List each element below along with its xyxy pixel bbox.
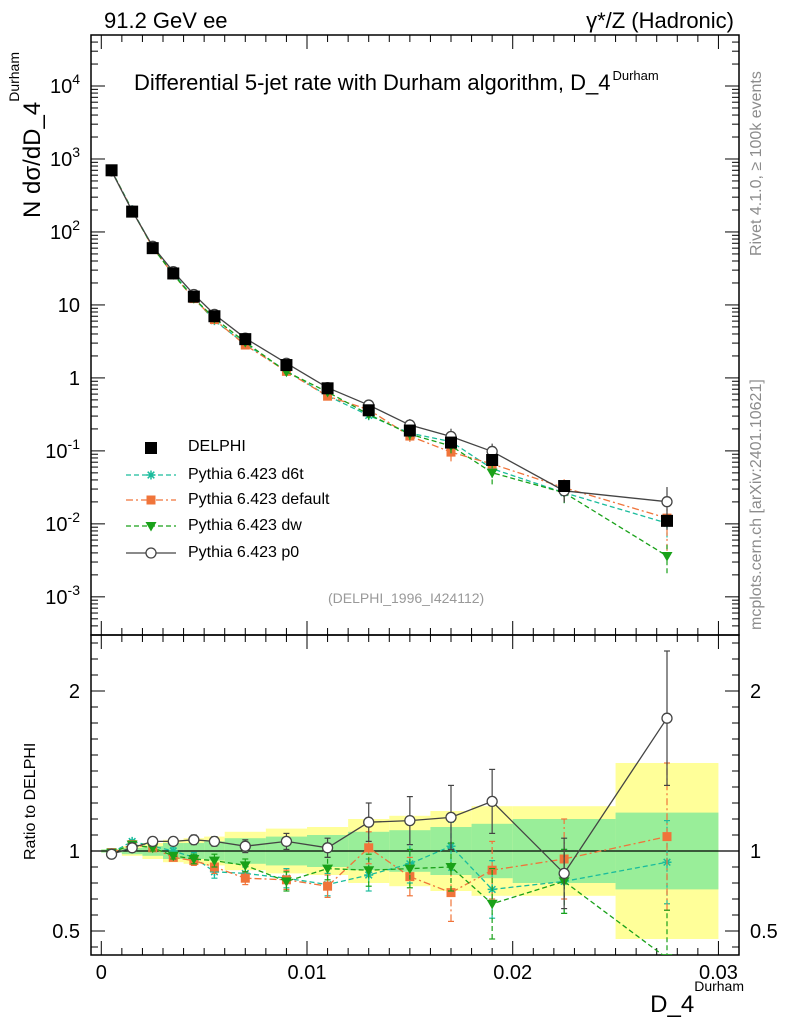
- data-point: [105, 164, 118, 177]
- y-tick-label: 102: [50, 217, 80, 244]
- ratio-point: [486, 899, 498, 910]
- x-tick-label: 0.03: [699, 962, 738, 984]
- data-point: [187, 290, 200, 303]
- y-tick-label: 10-3: [45, 582, 80, 609]
- y-tick-label: 104: [50, 71, 80, 98]
- ratio-y-axis-label: Ratio to DELPHI: [22, 742, 39, 860]
- y-tick-label: 10-1: [45, 436, 80, 463]
- series-point: [661, 551, 673, 562]
- ratio-point: [239, 861, 251, 871]
- data-point: [208, 310, 221, 323]
- ratio-line: [111, 843, 664, 955]
- ratio-point: [280, 835, 293, 848]
- ratio-point: [661, 712, 673, 724]
- legend-label-dw: Pythia 6.423 dw: [188, 517, 302, 534]
- data-point: [146, 242, 159, 255]
- x-axis-label: D_4Durham: [650, 978, 744, 1018]
- main-series-group: [105, 164, 673, 574]
- data-point: [239, 333, 252, 346]
- x-tick-label: 0.01: [288, 962, 327, 984]
- ratio-point: [188, 834, 200, 846]
- ratio-series-group: [105, 650, 673, 955]
- data-point: [661, 514, 673, 527]
- ratio-point: [322, 864, 334, 875]
- series-line: [110, 170, 668, 557]
- ratio-tick-label: 1: [69, 841, 80, 863]
- ratio-point: [661, 954, 673, 955]
- y-tick-label: 10: [58, 295, 80, 317]
- legend-marker: [145, 522, 157, 532]
- ratio-point: [280, 877, 292, 887]
- ratio-point: [404, 864, 416, 875]
- data-point: [167, 267, 180, 280]
- ratio-point: [445, 811, 457, 824]
- ratio-point: [321, 842, 334, 854]
- ratio-point: [486, 795, 498, 808]
- x-tick-label: 0: [96, 962, 107, 984]
- legend-label-p0: Pythia 6.423 p0: [188, 544, 300, 561]
- y-tick-label: 1: [69, 368, 80, 390]
- ratio-point: [126, 842, 138, 854]
- legend-marker: [146, 470, 156, 480]
- legend-marker-data: [145, 442, 157, 454]
- ratio-point: [208, 835, 221, 848]
- chart-title: Differential 5-jet rate with Durham algo…: [134, 68, 659, 95]
- data-point: [403, 424, 416, 437]
- ratio-tick-label-right: 0.5: [750, 921, 778, 943]
- energy-label: 91.2 GeV ee: [104, 8, 228, 33]
- legend-marker: [146, 495, 156, 505]
- data-point: [126, 205, 139, 218]
- ratio-point: [188, 855, 200, 865]
- legend-marker: [145, 547, 157, 559]
- ratio-tick-label: 2: [69, 681, 80, 703]
- ratio-point: [558, 867, 570, 880]
- ratio-point: [363, 816, 375, 828]
- ratio-point: [323, 881, 333, 891]
- ratio-point: [445, 863, 457, 873]
- ratio-point: [404, 814, 416, 827]
- ratio-point: [167, 851, 179, 862]
- ratio-point: [239, 840, 251, 852]
- ratio-point: [364, 843, 374, 853]
- analysis-id: (DELPHI_1996_I424112): [328, 590, 485, 606]
- ratio-point: [240, 873, 250, 883]
- ratio-point: [446, 888, 456, 898]
- ratio-point: [662, 832, 672, 842]
- ratio-point: [147, 835, 159, 848]
- ratio-point: [105, 848, 118, 860]
- process-label: γ*/Z (Hadronic): [586, 8, 734, 33]
- y-tick-label: 103: [50, 144, 80, 171]
- mcplots-label: mcplots.cern.ch [arXiv:2401.10621]: [748, 379, 765, 630]
- legend-label-default: Pythia 6.423 default: [188, 491, 330, 508]
- rivet-label: Rivet 4.1.0, ≥ 100k events: [748, 71, 765, 256]
- data-point: [486, 454, 499, 467]
- x-tick-label: 0.02: [493, 962, 532, 984]
- data-point: [445, 436, 457, 449]
- data-point: [280, 359, 293, 372]
- data-point: [321, 382, 334, 395]
- ratio-plot-frame: [90, 634, 740, 956]
- ratio-tick-label-right: 1: [750, 841, 761, 863]
- ratio-point: [363, 866, 375, 876]
- legend-label-data: DELPHI: [188, 438, 246, 455]
- ratio-point: [167, 835, 179, 848]
- data-point: [558, 480, 571, 493]
- ratio-point: [208, 856, 220, 867]
- legend-label-d6t: Pythia 6.423 d6t: [188, 466, 304, 483]
- data-point: [362, 404, 375, 417]
- series-point: [661, 496, 673, 508]
- ratio-point: [168, 846, 178, 856]
- y-tick-label: 10-2: [45, 509, 80, 536]
- series-point: [486, 468, 498, 479]
- main-y-axis-label: N dσ/dD_4Durham: [6, 52, 46, 218]
- ratio-tick-label: 0.5: [52, 921, 80, 943]
- ratio-tick-label-right: 2: [750, 681, 761, 703]
